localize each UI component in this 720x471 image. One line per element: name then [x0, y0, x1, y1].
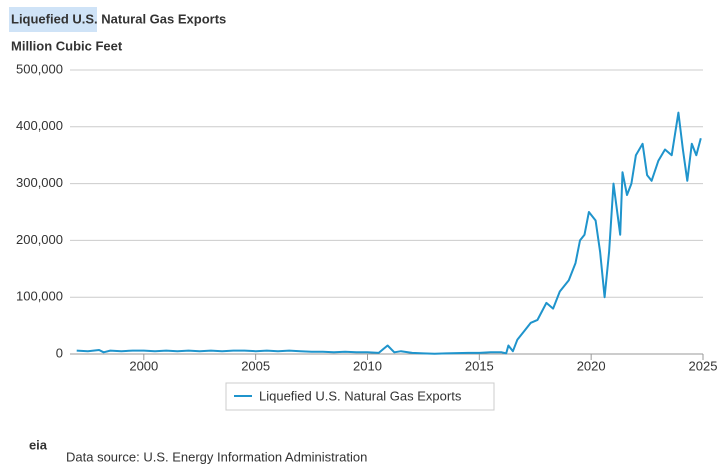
x-tick-label: 2000: [129, 358, 158, 373]
y-tick-label: 500,000: [16, 61, 63, 76]
chart-title: Liquefied U.S. Natural Gas Exports: [11, 11, 226, 26]
data-line: [76, 111, 702, 355]
x-tick-label: 2010: [353, 358, 382, 373]
chart-subtitle: Million Cubic Feet: [11, 38, 123, 53]
eia-logo: eia: [29, 437, 48, 452]
y-tick-label: 100,000: [16, 289, 63, 304]
selection-highlight: [9, 7, 97, 32]
x-tick-label: 2020: [577, 358, 606, 373]
legend-label: Liquefied U.S. Natural Gas Exports: [259, 388, 462, 403]
x-tick-label: 2025: [689, 358, 718, 373]
y-tick-label: 300,000: [16, 175, 63, 190]
y-tick-label: 0: [56, 345, 63, 360]
y-tick-label: 400,000: [16, 118, 63, 133]
x-tick-label: 2015: [465, 358, 494, 373]
data-source: Data source: U.S. Energy Information Adm…: [66, 449, 367, 464]
legend-box: [225, 382, 495, 411]
y-tick-label: 200,000: [16, 232, 63, 247]
x-tick-label: 2005: [241, 358, 270, 373]
